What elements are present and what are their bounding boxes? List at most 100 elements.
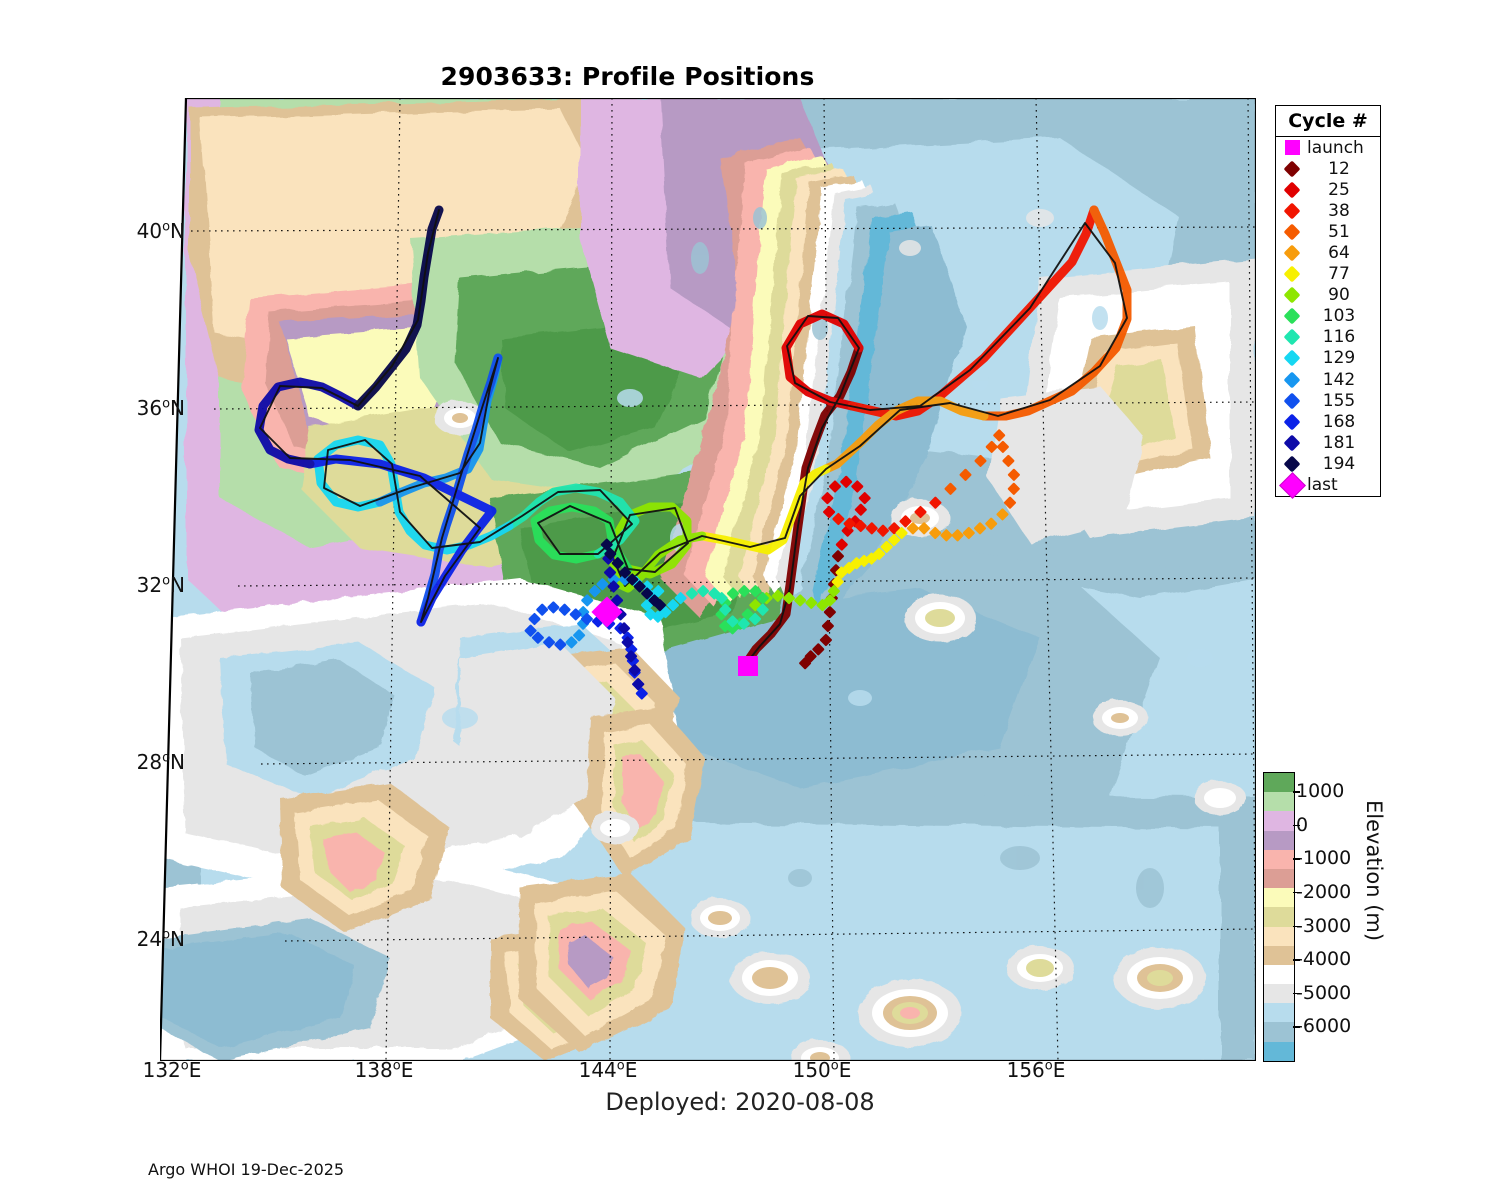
bathymetry-map[interactable]	[160, 98, 1256, 1061]
legend-label-155: 155	[1302, 391, 1380, 411]
x-tick-144: 144oE	[548, 1058, 668, 1082]
legend-label-194: 194	[1302, 454, 1380, 474]
legend-label-103: 103	[1302, 306, 1380, 326]
y-tick-28: 28oN	[65, 750, 185, 774]
legend-item-181[interactable]: 181	[1276, 432, 1380, 453]
colorbar-tickmark--6000	[1293, 1026, 1300, 1027]
legend-label-90: 90	[1302, 285, 1380, 305]
colorbar-band-10	[1264, 965, 1294, 984]
legend-item-129[interactable]: 129	[1276, 348, 1380, 369]
legend-marker-181-icon	[1282, 437, 1302, 449]
legend-marker-launch-icon	[1282, 140, 1302, 155]
colorbar-tickmark--4000	[1293, 959, 1300, 960]
colorbar-tick--1000: -1000	[1296, 847, 1351, 869]
colorbar-band-11	[1264, 984, 1294, 1003]
y-tick-32: 32oN	[65, 573, 185, 597]
legend-item-25[interactable]: 25	[1276, 179, 1380, 200]
legend-item-90[interactable]: 90	[1276, 285, 1380, 306]
colorbar-band-2	[1264, 811, 1294, 830]
legend-item-64[interactable]: 64	[1276, 242, 1380, 263]
colorbar-tickmark-0	[1293, 825, 1300, 826]
legend-title: Cycle #	[1276, 106, 1380, 137]
legend-label-last: last	[1302, 475, 1380, 495]
legend-marker-51-icon	[1282, 226, 1302, 238]
legend-marker-116-icon	[1282, 331, 1302, 343]
legend-label-51: 51	[1302, 222, 1380, 242]
legend-label-181: 181	[1302, 433, 1380, 453]
legend-item-77[interactable]: 77	[1276, 264, 1380, 285]
colorbar-tick--2000: -2000	[1296, 881, 1351, 903]
legend-item-38[interactable]: 38	[1276, 200, 1380, 221]
colorbar-band-13	[1264, 1022, 1294, 1041]
y-tick-36: 36oN	[65, 396, 185, 420]
colorbar-band-6	[1264, 888, 1294, 907]
legend-label-launch: launch	[1302, 138, 1380, 158]
legend-label-64: 64	[1302, 243, 1380, 263]
x-tick-150: 150oE	[762, 1058, 882, 1082]
legend-label-142: 142	[1302, 370, 1380, 390]
colorbar-tickmark-1000	[1293, 791, 1300, 792]
cycle-legend[interactable]: Cycle # launch12253851647790103116129142…	[1275, 105, 1381, 497]
legend-item-116[interactable]: 116	[1276, 327, 1380, 348]
x-tick-132: 132oE	[112, 1058, 232, 1082]
legend-label-25: 25	[1302, 180, 1380, 200]
colorbar-band-0	[1264, 773, 1294, 792]
colorbar-band-12	[1264, 1003, 1294, 1022]
colorbar-tickmark--2000	[1293, 892, 1300, 893]
legend-marker-103-icon	[1282, 310, 1302, 322]
y-tick-24: 24oN	[65, 927, 185, 951]
colorbar-tick--5000: -5000	[1296, 982, 1351, 1004]
legend-label-168: 168	[1302, 412, 1380, 432]
legend-marker-38-icon	[1282, 205, 1302, 217]
map-panel[interactable]	[160, 98, 1256, 1061]
colorbar-band-4	[1264, 850, 1294, 869]
colorbar-band-8	[1264, 927, 1294, 946]
legend-item-12[interactable]: 12	[1276, 158, 1380, 179]
legend-label-12: 12	[1302, 159, 1380, 179]
colorbar-tickmark--3000	[1293, 926, 1300, 927]
legend-item-103[interactable]: 103	[1276, 306, 1380, 327]
legend-marker-12-icon	[1282, 163, 1302, 175]
legend-item-168[interactable]: 168	[1276, 411, 1380, 432]
legend-marker-90-icon	[1282, 289, 1302, 301]
x-tick-138: 138oE	[324, 1058, 444, 1082]
colorbar-tickmark--5000	[1293, 993, 1300, 994]
legend-item-launch[interactable]: launch	[1276, 137, 1380, 158]
colorbar-band-3	[1264, 831, 1294, 850]
colorbar-band-9	[1264, 946, 1294, 965]
colorbar-tick-1000: 1000	[1296, 780, 1344, 802]
legend-item-142[interactable]: 142	[1276, 369, 1380, 390]
legend-label-38: 38	[1302, 201, 1380, 221]
deployed-caption: Deployed: 2020-08-08	[430, 1088, 1050, 1116]
colorbar-tick--4000: -4000	[1296, 948, 1351, 970]
colorbar-band-7	[1264, 907, 1294, 926]
legend-marker-155-icon	[1282, 395, 1302, 407]
page-title: 2903633: Profile Positions	[0, 62, 1255, 91]
legend-marker-194-icon	[1282, 458, 1302, 470]
legend-label-129: 129	[1302, 348, 1380, 368]
colorbar-tickmark--1000	[1293, 858, 1300, 859]
x-tick-156: 156oE	[976, 1058, 1096, 1082]
colorbar-band-5	[1264, 869, 1294, 888]
legend-marker-77-icon	[1282, 268, 1302, 280]
footer-credit: Argo WHOI 19-Dec-2025	[148, 1160, 344, 1179]
legend-marker-142-icon	[1282, 374, 1302, 386]
legend-label-116: 116	[1302, 327, 1380, 347]
legend-item-last[interactable]: last	[1276, 475, 1380, 496]
colorbar-tick--3000: -3000	[1296, 915, 1351, 937]
legend-marker-64-icon	[1282, 247, 1302, 259]
colorbar-axis-label: Elevation (m)	[1362, 800, 1386, 1030]
colorbar-band-14	[1264, 1042, 1294, 1061]
legend-item-51[interactable]: 51	[1276, 221, 1380, 242]
legend-item-155[interactable]: 155	[1276, 390, 1380, 411]
legend-label-77: 77	[1302, 264, 1380, 284]
legend-marker-168-icon	[1282, 416, 1302, 428]
y-tick-40: 40oN	[65, 219, 185, 243]
launch-marker[interactable]	[738, 656, 758, 676]
legend-marker-129-icon	[1282, 352, 1302, 364]
legend-marker-25-icon	[1282, 184, 1302, 196]
colorbar-tick--6000: -6000	[1296, 1015, 1351, 1037]
elevation-colorbar[interactable]	[1263, 772, 1295, 1062]
legend-marker-last-icon	[1282, 476, 1302, 495]
colorbar-band-1	[1264, 792, 1294, 811]
